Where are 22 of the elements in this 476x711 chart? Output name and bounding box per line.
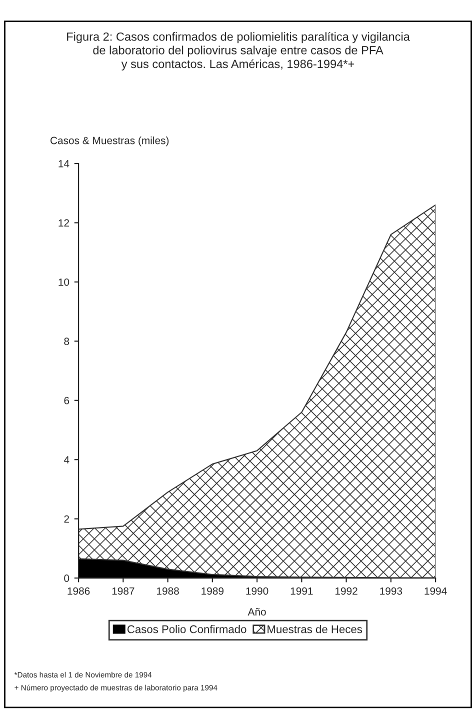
y-tick-label: 6 (64, 396, 70, 404)
y-tick-label: 12 (58, 219, 69, 227)
x-tick-label: 1986 (68, 587, 90, 595)
legend-label: Casos Polio Confirmado (127, 625, 246, 634)
y-tick-label: 8 (64, 338, 70, 346)
y-tick-label: 0 (64, 574, 70, 582)
chart-title: Figura 2: Casos confirmados de poliomielitis paralítica y vigilancia de laboratorio del poliovirus salvaje entre casos de PFA y sus contactos. Las Américas, 1986-1994*+ (67, 32, 410, 70)
x-tick-label: 1990 (246, 587, 268, 595)
x-tick-label: 1991 (290, 587, 313, 595)
x-tick-label: 1993 (380, 587, 402, 595)
x-tick-label: 1994 (424, 587, 447, 595)
y-axis-title: Casos & Muestras (miles) (50, 136, 169, 146)
x-tick-label: 1992 (336, 587, 358, 595)
y-tick-label: 4 (64, 456, 70, 464)
x-tick-label: 1989 (202, 587, 224, 595)
x-tick-label: 1987 (112, 587, 134, 595)
x-tick-label: 1988 (157, 587, 179, 595)
x-axis-title: Año (248, 608, 266, 616)
y-tick-label: 2 (64, 515, 69, 523)
y-tick-label: 14 (58, 160, 70, 168)
y-tick-label: 10 (58, 278, 70, 286)
legend-label: Muestras de Heces (268, 625, 362, 634)
